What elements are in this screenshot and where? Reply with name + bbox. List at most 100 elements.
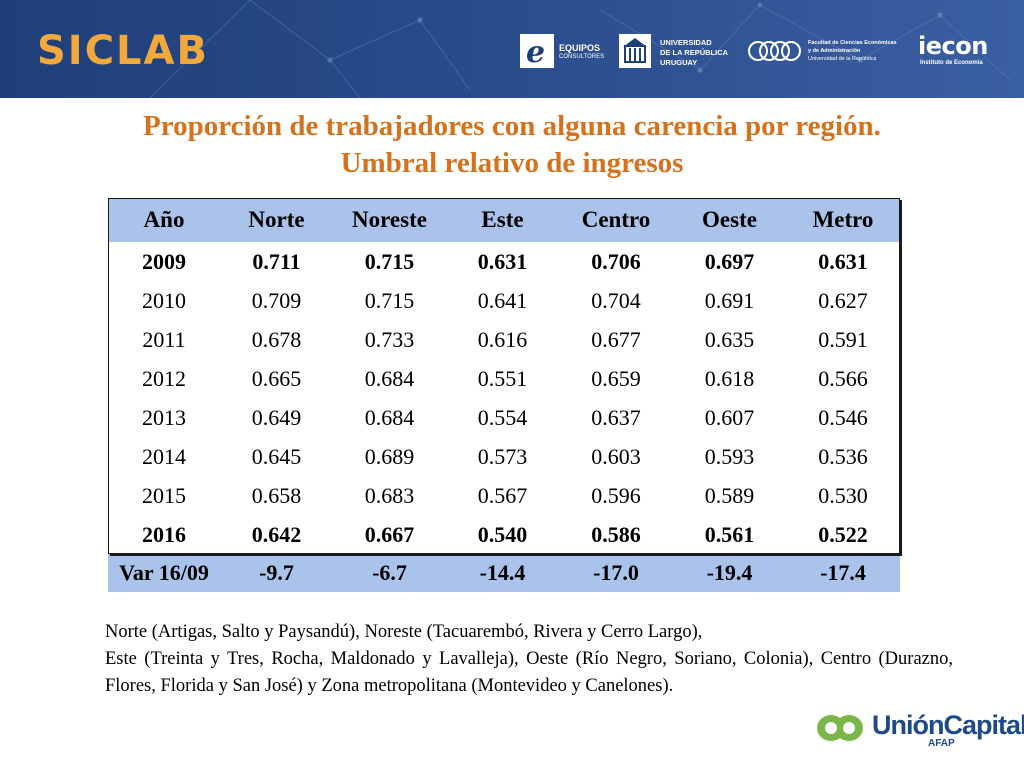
table-cell: 0.607 bbox=[673, 398, 786, 437]
union-capital-logo-icon bbox=[817, 715, 863, 741]
table-row: 2013 0.649 0.684 0.554 0.637 0.607 0.546 bbox=[108, 398, 900, 437]
fcea-line2: y de Administración bbox=[808, 48, 861, 54]
col-header-este: Este bbox=[446, 198, 559, 242]
table-cell: 0.704 bbox=[559, 281, 673, 320]
table-cell: 0.618 bbox=[673, 359, 786, 398]
data-table: Año Norte Noreste Este Centro Oeste Metr… bbox=[108, 198, 900, 592]
note-line-1: Norte (Artigas, Salto y Paysandú), Nores… bbox=[105, 622, 703, 642]
table-cell: 0.540 bbox=[446, 515, 559, 554]
iecon-logo-icon: iecon bbox=[918, 32, 988, 60]
table-cell: -17.0 bbox=[559, 554, 673, 592]
table-cell: 0.596 bbox=[559, 476, 673, 515]
table-cell: 0.586 bbox=[559, 515, 673, 554]
udelar-line1: UNIVERSIDAD bbox=[660, 38, 712, 47]
table-cell: 0.709 bbox=[220, 281, 333, 320]
table-cell: -9.7 bbox=[220, 554, 333, 592]
udelar-line3: URUGUAY bbox=[660, 58, 698, 67]
table-cell: 0.642 bbox=[220, 515, 333, 554]
table-header-row: Año Norte Noreste Este Centro Oeste Metr… bbox=[108, 198, 900, 242]
table-row: 2014 0.645 0.689 0.573 0.603 0.593 0.536 bbox=[108, 437, 900, 476]
udelar-crest-icon bbox=[619, 34, 651, 68]
table-cell: 2010 bbox=[108, 281, 220, 320]
table-cell: 0.715 bbox=[333, 242, 446, 281]
table-cell: 0.591 bbox=[786, 320, 900, 359]
table-cell: 0.566 bbox=[786, 359, 900, 398]
table-cell: 0.689 bbox=[333, 437, 446, 476]
table-cell: 2015 bbox=[108, 476, 220, 515]
table-cell: -14.4 bbox=[446, 554, 559, 592]
table-cell: 0.573 bbox=[446, 437, 559, 476]
col-header-noreste: Noreste bbox=[333, 198, 446, 242]
table-cell: 0.561 bbox=[673, 515, 786, 554]
table-cell: 0.711 bbox=[220, 242, 333, 281]
udelar-line2: DE LA REPÚBLICA bbox=[660, 48, 729, 57]
iecon-sub: Instituto de Economía bbox=[920, 60, 983, 66]
table-variation-row: Var 16/09 -9.7 -6.7 -14.4 -17.0 -19.4 -1… bbox=[108, 554, 900, 592]
table-cell: -6.7 bbox=[333, 554, 446, 592]
table-cell: 0.691 bbox=[673, 281, 786, 320]
table-cell: 0.603 bbox=[559, 437, 673, 476]
table-cell: 0.536 bbox=[786, 437, 900, 476]
table-cell: 0.706 bbox=[559, 242, 673, 281]
region-note: Norte (Artigas, Salto y Paysandú), Nores… bbox=[105, 619, 953, 700]
table-cell: Var 16/09 bbox=[108, 554, 220, 592]
table-cell: 0.567 bbox=[446, 476, 559, 515]
table-cell: 2013 bbox=[108, 398, 220, 437]
col-header-metro: Metro bbox=[786, 198, 900, 242]
table-cell: 0.589 bbox=[673, 476, 786, 515]
col-header-oeste: Oeste bbox=[673, 198, 786, 242]
table-cell: 0.665 bbox=[220, 359, 333, 398]
table-cell: 0.684 bbox=[333, 359, 446, 398]
col-header-year: Año bbox=[108, 198, 220, 242]
table-row: 2012 0.665 0.684 0.551 0.659 0.618 0.566 bbox=[108, 359, 900, 398]
table-cell: 0.677 bbox=[559, 320, 673, 359]
table-cell: 0.631 bbox=[786, 242, 900, 281]
table-row: 2015 0.658 0.683 0.567 0.596 0.589 0.530 bbox=[108, 476, 900, 515]
table-cell: 0.546 bbox=[786, 398, 900, 437]
table-cell: 0.684 bbox=[333, 398, 446, 437]
table-cell: 0.678 bbox=[220, 320, 333, 359]
note-line-2: Este (Treinta y Tres, Rocha, Maldonado y… bbox=[105, 649, 953, 696]
table-cell: 2012 bbox=[108, 359, 220, 398]
table-cell: 2016 bbox=[108, 515, 220, 554]
equipos-logo-icon: e bbox=[520, 34, 554, 70]
table-cell: 0.667 bbox=[333, 515, 446, 554]
table-cell: 0.733 bbox=[333, 320, 446, 359]
page-title: Proporción de trabajadores con alguna ca… bbox=[143, 110, 881, 142]
table-cell: -17.4 bbox=[786, 554, 900, 592]
table-cell: 0.530 bbox=[786, 476, 900, 515]
svg-text:e: e bbox=[526, 35, 545, 68]
table-row: 2011 0.678 0.733 0.616 0.677 0.635 0.591 bbox=[108, 320, 900, 359]
table-row: 2010 0.709 0.715 0.641 0.704 0.691 0.627 bbox=[108, 281, 900, 320]
table-cell: 0.641 bbox=[446, 281, 559, 320]
table-cell: 0.593 bbox=[673, 437, 786, 476]
header-banner: SICLAB e EQUIPOS CONSULTORES UNIVERSIDAD… bbox=[0, 0, 1024, 98]
brand-logo: SICLAB bbox=[37, 28, 209, 74]
table-cell: 0.659 bbox=[559, 359, 673, 398]
table-cell: 0.658 bbox=[220, 476, 333, 515]
col-header-norte: Norte bbox=[220, 198, 333, 242]
table-cell: 0.554 bbox=[446, 398, 559, 437]
table-cell: 0.697 bbox=[673, 242, 786, 281]
table-cell: -19.4 bbox=[673, 554, 786, 592]
page-subtitle: Umbral relativo de ingresos bbox=[340, 147, 684, 179]
table-cell: 0.616 bbox=[446, 320, 559, 359]
table-cell: 0.631 bbox=[446, 242, 559, 281]
table-cell: 0.635 bbox=[673, 320, 786, 359]
equipos-name: EQUIPOS bbox=[559, 43, 601, 53]
table-cell: 0.715 bbox=[333, 281, 446, 320]
table-cell: 0.522 bbox=[786, 515, 900, 554]
table-cell: 2014 bbox=[108, 437, 220, 476]
table-row: 2016 0.642 0.667 0.540 0.586 0.561 0.522 bbox=[108, 515, 900, 554]
union-capital-afap: AFAP bbox=[928, 738, 955, 749]
fcea-line1: Facultad de Ciencias Económicas bbox=[808, 40, 897, 46]
table-cell: 0.649 bbox=[220, 398, 333, 437]
fcea-circles-icon bbox=[748, 41, 801, 61]
table-cell: 0.637 bbox=[559, 398, 673, 437]
table-cell: 0.683 bbox=[333, 476, 446, 515]
equipos-sub: CONSULTORES bbox=[559, 54, 605, 60]
table-cell: 0.645 bbox=[220, 437, 333, 476]
table-cell: 2011 bbox=[108, 320, 220, 359]
col-header-centro: Centro bbox=[559, 198, 673, 242]
table-cell: 2009 bbox=[108, 242, 220, 281]
